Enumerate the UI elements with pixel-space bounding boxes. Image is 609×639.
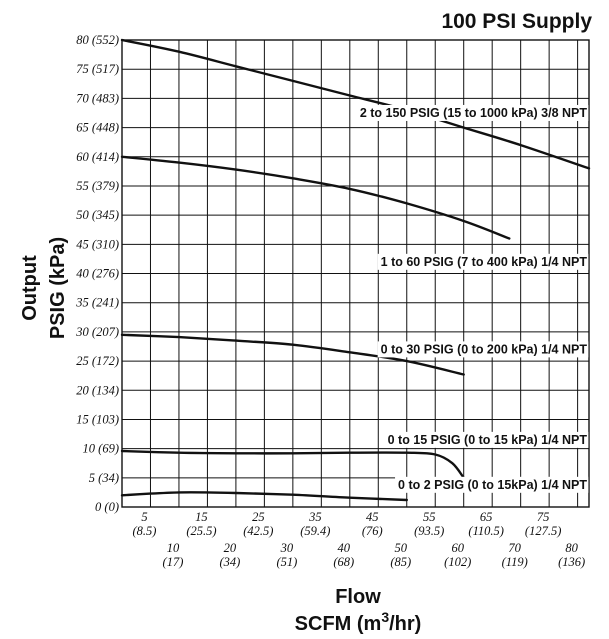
x-tick-label: 40 xyxy=(338,541,351,555)
x-tick-sublabel: (51) xyxy=(276,555,297,569)
y-tick-label: 70 (483) xyxy=(76,91,119,105)
chart-grid xyxy=(122,39,589,508)
x-tick-sublabel: (110.5) xyxy=(468,524,504,538)
x-tick-label: 60 xyxy=(451,541,464,555)
series-label-background xyxy=(356,104,589,121)
x-tick-sublabel: (42.5) xyxy=(243,524,273,538)
x-tick-sublabel: (17) xyxy=(163,555,184,569)
x-tick-sublabel: (102) xyxy=(444,555,471,569)
y-tick-label: 80 (552) xyxy=(76,33,119,47)
x-axis-subtitle-suffix: /hr) xyxy=(389,613,421,635)
series-line-3 xyxy=(120,333,465,376)
x-axis-subtitle-superscript: 3 xyxy=(381,609,389,625)
series-labels: 2 to 150 PSIG (15 to 1000 kPa) 3/8 NPT 1 … xyxy=(356,104,589,493)
x-tick-label: 75 xyxy=(537,510,550,524)
series-label-background xyxy=(384,431,589,448)
x-tick-label: 50 xyxy=(395,541,408,555)
x-tick-sublabel: (59.4) xyxy=(300,524,330,538)
x-tick-label: 15 xyxy=(195,510,208,524)
y-tick-label: 25 (172) xyxy=(76,354,119,368)
x-tick-sublabel: (8.5) xyxy=(132,524,156,538)
x-tick-label: 70 xyxy=(508,541,521,555)
x-tick-label: 80 xyxy=(565,541,578,555)
x-tick-label: 35 xyxy=(308,510,322,524)
y-tick-label: 15 (103) xyxy=(76,412,119,426)
series-label-background xyxy=(377,253,589,270)
y-tick-labels: 0 (0) 5 (34) 10 (69) 15 (103) 20 (134) 25 (17… xyxy=(75,33,119,514)
x-tick-label: 45 xyxy=(366,510,379,524)
x-axis-subtitle-prefix: SCFM (m xyxy=(295,613,382,635)
y-axis-title: Output xyxy=(19,255,41,321)
x-tick-label: 20 xyxy=(224,541,237,555)
x-tick-sublabel: (85) xyxy=(390,555,411,569)
x-tick-label: 5 xyxy=(141,510,147,524)
series-line-2 xyxy=(120,155,511,240)
series-line-4 xyxy=(120,449,465,479)
series-label-1: 2 to 150 PSIG (15 to 1000 kPa) 3/8 NPT xyxy=(360,106,588,120)
x-tick-label: 65 xyxy=(480,510,493,524)
x-tick-sublabel: (119) xyxy=(502,555,528,569)
x-tick-sublabel: (93.5) xyxy=(414,524,444,538)
series-label-4: 0 to 15 PSIG (0 to 15 kPa) 1/4 NPT xyxy=(388,433,588,447)
y-tick-label: 10 (69) xyxy=(83,442,119,456)
series-label-2: 1 to 60 PSIG (7 to 400 kPa) 1/4 NPT xyxy=(381,255,588,269)
y-tick-label: 5 (34) xyxy=(89,471,119,485)
series-line-5 xyxy=(120,491,408,502)
y-tick-label: 60 (414) xyxy=(76,150,119,164)
plot-frame xyxy=(121,39,590,508)
series-curves xyxy=(120,38,591,502)
y-tick-label: 20 (134) xyxy=(76,383,119,397)
y-tick-label: 40 (276) xyxy=(76,267,119,281)
x-axis-subtitle: SCFM (m3/hr) xyxy=(295,609,422,635)
y-tick-label: 55 (379) xyxy=(76,179,119,193)
x-tick-sublabel: (127.5) xyxy=(525,524,561,538)
series-line-1 xyxy=(120,38,591,170)
y-tick-label: 45 (310) xyxy=(76,237,119,251)
chart-title: 100 PSI Supply xyxy=(441,10,592,33)
x-tick-sublabel: (34) xyxy=(219,555,240,569)
series-label-background xyxy=(395,476,589,493)
y-tick-label: 30 (207) xyxy=(75,325,119,339)
y-tick-label: 75 (517) xyxy=(76,62,119,76)
x-tick-label: 30 xyxy=(280,541,294,555)
x-tick-sublabel: (136) xyxy=(558,555,585,569)
x-axis-title: Flow xyxy=(335,586,381,608)
x-tick-sublabel: (68) xyxy=(333,555,354,569)
x-tick-sublabel: (25.5) xyxy=(186,524,216,538)
y-tick-label: 35 (241) xyxy=(75,296,119,310)
x-tick-labels: 5(8.5) 10(17) 15(25.5) 20(34) 25(42.5) 30(51)… xyxy=(132,510,585,569)
y-tick-label: 50 (345) xyxy=(76,208,119,222)
y-tick-label: 65 (448) xyxy=(76,121,119,135)
x-tick-label: 25 xyxy=(252,510,265,524)
x-tick-sublabel: (76) xyxy=(362,524,383,538)
series-label-background xyxy=(377,341,589,358)
y-tick-label: 0 (0) xyxy=(95,500,119,514)
x-tick-label: 55 xyxy=(423,510,436,524)
series-label-5: 0 to 2 PSIG (0 to 15kPa) 1/4 NPT xyxy=(398,478,587,492)
y-axis-subtitle: PSIG (kPa) xyxy=(47,237,69,339)
series-label-3: 0 to 30 PSIG (0 to 200 kPa) 1/4 NPT xyxy=(381,342,588,356)
x-tick-label: 10 xyxy=(167,541,180,555)
